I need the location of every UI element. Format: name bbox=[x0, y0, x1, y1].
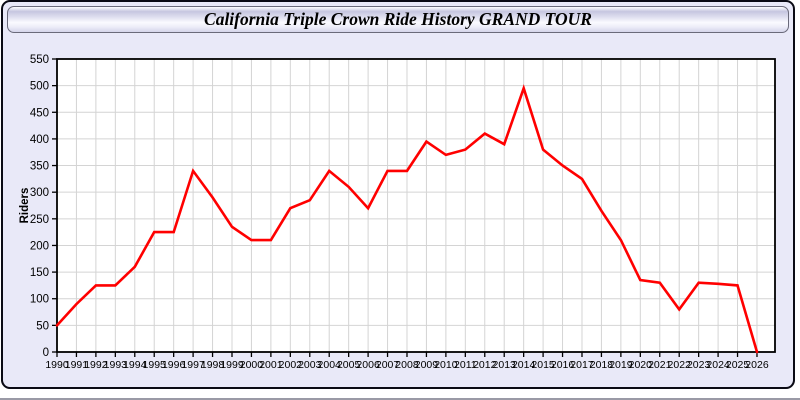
y-axis-title: Riders bbox=[19, 188, 31, 224]
y-tick-label: 250 bbox=[30, 214, 49, 226]
x-tick-label: 1996 bbox=[162, 359, 186, 371]
y-tick-label: 400 bbox=[30, 134, 49, 146]
y-tick-label: 150 bbox=[30, 267, 49, 279]
x-tick-label: 2009 bbox=[415, 359, 439, 371]
x-tick-label: 2012 bbox=[473, 359, 497, 371]
x-tick-label: 2002 bbox=[279, 359, 303, 371]
y-tick-label: 200 bbox=[30, 240, 49, 252]
chart-title: California Triple Crown Ride History GRA… bbox=[204, 9, 592, 29]
x-tick-label: 2001 bbox=[259, 359, 283, 371]
x-tick-label: 2017 bbox=[570, 359, 594, 371]
x-tick-label: 2019 bbox=[609, 359, 633, 371]
x-tick-label: 1999 bbox=[220, 359, 244, 371]
x-tick-label: 2007 bbox=[376, 359, 400, 371]
x-tick-label: 2018 bbox=[590, 359, 614, 371]
x-tick-label: 2023 bbox=[687, 359, 711, 371]
x-tick-label: 2014 bbox=[512, 359, 536, 371]
x-tick-label: 2004 bbox=[318, 359, 342, 371]
y-tick-label: 0 bbox=[43, 347, 49, 359]
data-line-riders bbox=[55, 84, 759, 354]
plot-area bbox=[57, 59, 775, 352]
y-tick-label: 100 bbox=[30, 294, 49, 306]
x-tick-label: 2011 bbox=[454, 359, 477, 371]
x-tick-label: 2015 bbox=[531, 359, 555, 371]
y-axis: 0 50 100 150 200 250 300 350 400 450 500 550 bbox=[30, 54, 57, 359]
x-tick-label: 1992 bbox=[84, 359, 108, 371]
x-tick-label: 2003 bbox=[298, 359, 322, 371]
x-tick-label: 2021 bbox=[648, 359, 672, 371]
x-tick-label: 1993 bbox=[104, 359, 128, 371]
x-tick-label: 2026 bbox=[745, 359, 769, 371]
x-tick-label: 1994 bbox=[123, 359, 147, 371]
x-tick-label: 2005 bbox=[337, 359, 361, 371]
x-tick-label: 1998 bbox=[201, 359, 225, 371]
y-tick-label: 350 bbox=[30, 161, 49, 173]
x-tick-label: 2022 bbox=[668, 359, 692, 371]
x-tick-label: 2008 bbox=[395, 359, 419, 371]
y-tick-label: 300 bbox=[30, 187, 49, 199]
y-tick-label: 550 bbox=[30, 54, 49, 66]
x-tick-label: 1995 bbox=[143, 359, 167, 371]
x-tick-label: 2025 bbox=[726, 359, 750, 371]
chart-title-bar: California Triple Crown Ride History GRA… bbox=[7, 6, 789, 33]
x-tick-label: 2016 bbox=[551, 359, 575, 371]
x-tick-label: 2010 bbox=[434, 359, 458, 371]
x-tick-label: 2000 bbox=[240, 359, 264, 371]
window-bottom-edge bbox=[0, 398, 800, 400]
x-tick-label: 1997 bbox=[181, 359, 205, 371]
x-tick-label: 1991 bbox=[65, 359, 89, 371]
y-tick-label: 450 bbox=[30, 107, 49, 119]
plot-border bbox=[56, 58, 776, 353]
x-tick-label: 2020 bbox=[629, 359, 653, 371]
x-tick-label: 2006 bbox=[356, 359, 380, 371]
y-tick-label: 50 bbox=[36, 320, 49, 332]
x-tick-label: 1990 bbox=[45, 359, 69, 371]
x-tick-label: 2024 bbox=[706, 359, 730, 371]
x-axis: 1990199119921993199419951996199719981999… bbox=[45, 352, 769, 371]
x-tick-label: 2013 bbox=[493, 359, 517, 371]
y-tick-label: 500 bbox=[30, 81, 49, 93]
